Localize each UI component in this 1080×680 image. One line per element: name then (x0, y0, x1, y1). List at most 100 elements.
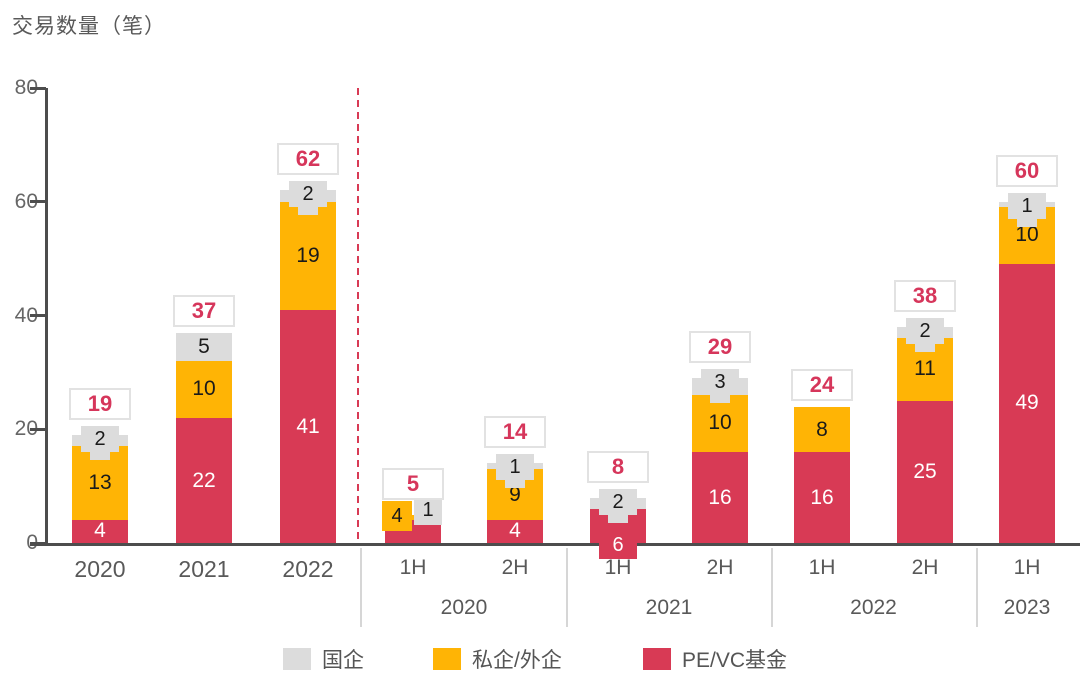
bar-segment-pevc (72, 520, 128, 543)
legend-item-soe: 国企 (283, 644, 364, 674)
y-axis-tick-mark (30, 314, 46, 317)
legend-swatch-pevc (643, 648, 671, 670)
segment-value-label: 11 (914, 357, 936, 381)
segment-value-label: 9 (509, 483, 521, 507)
y-axis-tick-mark (30, 86, 46, 90)
segment-value-callout: 1 (414, 494, 442, 525)
x-axis-label: 2H (706, 556, 734, 579)
x-axis-label: 2022 (282, 556, 334, 582)
y-axis-tick-label: 60 (14, 189, 38, 213)
segment-value-callout: 2 (906, 317, 944, 344)
callout-tab (710, 395, 730, 404)
callout-tab (915, 343, 935, 352)
callout-tab (90, 451, 110, 460)
segment-value-callout: 1 (1008, 192, 1046, 219)
bar-segment-private (692, 395, 748, 452)
legend-item-private: 私企/外企 (433, 644, 562, 674)
segment-value-label: 10 (1015, 223, 1039, 247)
x-axis-group-divider (976, 548, 978, 627)
segment-value-label: 49 (1015, 391, 1039, 415)
x-axis-label: 2H (501, 556, 529, 579)
x-axis-group-label: 2021 (645, 596, 693, 619)
segment-value-callout: 6 (599, 531, 637, 559)
y-axis-tick-label: 80 (14, 76, 38, 99)
total-value-callout: 14 (484, 416, 546, 449)
segment-value-label: 4 (509, 519, 521, 543)
segment-value-label: 41 (296, 414, 320, 438)
x-axis-group-divider (566, 548, 568, 627)
segment-value-callout: 2 (289, 181, 327, 208)
total-value-callout: 62 (277, 143, 339, 176)
callout-tab (608, 514, 628, 523)
segment-value-callout: 3 (701, 369, 739, 396)
total-value-callout: 60 (996, 154, 1058, 187)
x-axis-label: 2H (911, 556, 939, 579)
segment-value-callout: 1 (496, 454, 534, 481)
callout-tab (1017, 218, 1037, 227)
x-axis-group-label: 2023 (1003, 596, 1051, 619)
bar-segment-pevc (280, 309, 336, 543)
segment-value-label: 22 (192, 468, 216, 492)
bar-segment-pevc (999, 264, 1055, 543)
bar-segment-private (280, 201, 336, 310)
x-axis-label: 2020 (74, 556, 126, 582)
y-axis-tick-label: 20 (14, 417, 38, 441)
segment-value-label: 16 (708, 486, 732, 509)
segment-value-label: 13 (88, 471, 112, 495)
y-axis-line (45, 88, 48, 546)
bar-segment-pevc (897, 400, 953, 543)
x-axis-group-divider (360, 548, 362, 627)
bar-segment-pevc (692, 452, 748, 543)
legend-swatch-soe (283, 648, 311, 670)
y-axis-tick-mark (30, 427, 46, 431)
segment-value-label: 8 (816, 417, 828, 441)
total-value-callout: 24 (791, 368, 853, 401)
segment-value-callout: 2 (599, 488, 637, 515)
segment-value-label: 19 (296, 243, 320, 267)
bar-segment-pevc (176, 417, 232, 543)
legend-swatch-private (433, 648, 461, 670)
x-axis-label: 2021 (178, 556, 230, 582)
segment-value-label: 10 (708, 411, 732, 435)
segment-value-label: 10 (192, 377, 216, 400)
x-axis-label: 1H (1013, 556, 1041, 579)
segment-value-label: 16 (810, 486, 834, 509)
x-axis-line (30, 543, 1080, 546)
x-axis-group-label: 2020 (440, 596, 488, 619)
segment-value-callout: 2 (81, 425, 119, 452)
x-axis-label: 1H (808, 556, 836, 579)
legend: 国企 私企/外企 PE/VC基金 (0, 644, 1080, 672)
bar-segment-private (794, 406, 850, 452)
x-axis-group-divider (771, 548, 773, 627)
callout-tab (505, 480, 525, 489)
legend-item-pevc: PE/VC基金 (643, 644, 787, 674)
legend-label-soe: 国企 (322, 649, 364, 672)
y-axis-tick-label: 40 (14, 303, 38, 327)
bar-segment-private (385, 514, 441, 521)
total-value-callout: 29 (689, 331, 751, 364)
bar-segment-private (176, 361, 232, 418)
x-axis-group-label: 2022 (850, 596, 897, 619)
total-value-callout: 38 (894, 279, 956, 312)
bar-segment-pevc (487, 520, 543, 543)
total-value-callout: 8 (587, 450, 649, 483)
x-axis-label: 1H (399, 556, 427, 579)
segment-value-label: 25 (913, 459, 937, 483)
annual-halfyear-divider-dashed-line (357, 88, 359, 543)
segment-value-label: 5 (198, 334, 210, 358)
legend-label-private: 私企/外企 (472, 649, 562, 672)
bar-segment-pevc (794, 452, 850, 543)
callout-tab (298, 207, 318, 216)
chart-title: 交易数量（笔） (12, 15, 166, 38)
total-value-callout: 5 (382, 467, 444, 500)
legend-label-pevc: PE/VC基金 (682, 649, 788, 672)
y-axis-tick-mark (30, 200, 46, 204)
total-value-callout: 37 (173, 294, 235, 327)
segment-value-label: 4 (94, 519, 106, 543)
bar-segment-soe (176, 332, 232, 361)
segment-value-callout: 4 (382, 500, 412, 531)
total-value-callout: 19 (69, 387, 131, 420)
x-axis-label: 1H (604, 556, 632, 579)
